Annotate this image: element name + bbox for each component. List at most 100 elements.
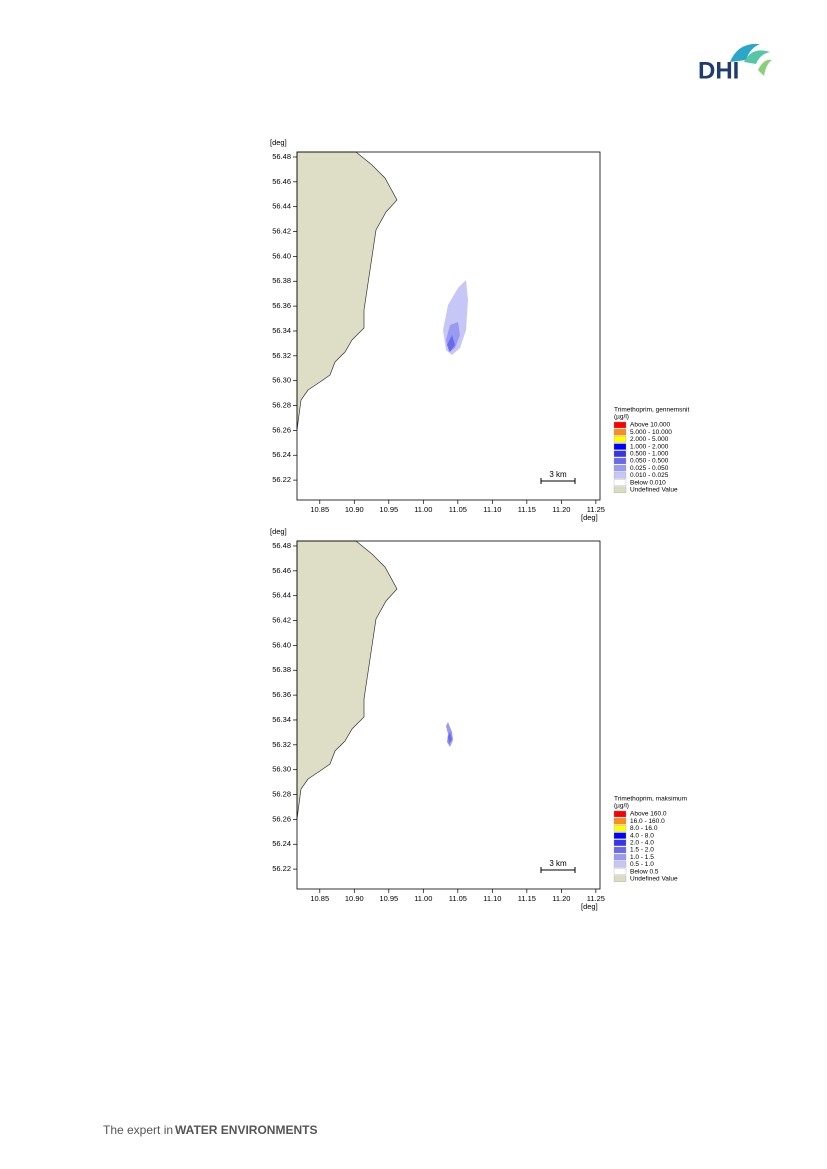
x-tick-label: 11.05 xyxy=(449,505,467,514)
y-tick-label: 56.48 xyxy=(272,152,291,161)
coastline xyxy=(296,540,398,820)
y-tick-label: 56.22 xyxy=(272,864,291,873)
legend-swatch xyxy=(613,450,627,457)
x-tick-label: 11.05 xyxy=(449,894,467,903)
x-axis-unit: [deg] xyxy=(581,902,598,911)
y-tick-label: 56.24 xyxy=(272,450,291,459)
legend-unit: (µg/l) xyxy=(614,414,629,421)
plume xyxy=(447,335,455,352)
legend-swatch xyxy=(613,486,627,493)
y-tick-label: 56.26 xyxy=(272,425,291,434)
legend-label: 0.5 - 1.0 xyxy=(630,861,654,868)
x-tick-label: 11.15 xyxy=(518,894,536,903)
plume xyxy=(448,732,452,744)
map-content xyxy=(296,151,468,431)
legend-label: 16.0 - 160.0 xyxy=(630,818,665,825)
map-content xyxy=(296,540,453,820)
y-tick-label: 56.46 xyxy=(272,177,291,186)
x-tick-label: 11.00 xyxy=(414,894,432,903)
y-tick-label: 56.22 xyxy=(272,475,291,484)
x-tick-label: 11.10 xyxy=(483,505,501,514)
legend-label: Below 0.010 xyxy=(630,479,666,486)
legend-title: Trimethoprim, gennemsnit xyxy=(614,407,689,414)
y-tick-label: 56.28 xyxy=(272,790,291,799)
legend-swatch xyxy=(613,457,627,465)
legend-label: Undefined Value xyxy=(630,876,678,883)
x-tick-label: 10.85 xyxy=(310,894,329,903)
legend-swatch xyxy=(613,854,627,861)
legend-label: 1.000 - 2.000 xyxy=(630,443,669,450)
legend-swatch xyxy=(613,839,627,846)
legend-swatch xyxy=(613,472,627,479)
y-tick-label: 56.38 xyxy=(272,276,291,285)
legend-swatch xyxy=(613,443,627,450)
logo-wave xyxy=(744,50,770,64)
legend-swatch xyxy=(613,810,627,818)
legend-label: 2.000 - 5.000 xyxy=(630,436,669,443)
legend-swatch xyxy=(613,421,627,429)
x-tick-label: 10.90 xyxy=(345,505,364,514)
y-axis-unit: [deg] xyxy=(270,138,287,147)
x-tick-label: 11.20 xyxy=(552,894,570,903)
x-tick-label: 11.25 xyxy=(587,894,605,903)
y-tick-label: 56.26 xyxy=(272,814,291,823)
y-tick-label: 56.36 xyxy=(272,690,291,699)
y-tick-label: 56.30 xyxy=(272,376,291,385)
x-tick-label: 11.00 xyxy=(414,505,432,514)
x-tick-label: 11.10 xyxy=(483,894,501,903)
legend-swatch xyxy=(613,868,627,875)
legend-swatch xyxy=(613,825,627,832)
legend-swatch xyxy=(613,861,627,868)
coastline xyxy=(296,151,398,431)
legend-label: 4.0 - 8.0 xyxy=(630,832,654,839)
logo-wave xyxy=(758,59,772,76)
y-tick-label: 56.46 xyxy=(272,566,291,575)
legend-swatch xyxy=(613,479,627,486)
x-tick-label: 11.20 xyxy=(552,505,570,514)
legend-title: Trimethoprim, maksimum xyxy=(614,796,687,803)
y-tick-label: 56.32 xyxy=(272,351,291,360)
legend-label: Above 160.0 xyxy=(630,811,667,818)
x-tick-label: 10.95 xyxy=(379,894,398,903)
legend-label: 1.5 - 2.0 xyxy=(630,847,654,854)
y-tick-label: 56.30 xyxy=(272,765,291,774)
legend-swatch xyxy=(613,875,627,882)
x-tick-label: 11.15 xyxy=(518,505,536,514)
logo: DHI xyxy=(698,43,772,84)
y-tick-label: 56.24 xyxy=(272,839,291,848)
x-tick-label: 10.85 xyxy=(310,505,329,514)
logo-wave xyxy=(730,43,760,62)
legend-label: 0.050 - 0.500 xyxy=(630,458,669,465)
y-tick-label: 56.28 xyxy=(272,401,291,410)
y-tick-label: 56.34 xyxy=(272,715,291,724)
y-tick-label: 56.44 xyxy=(272,202,291,211)
y-tick-label: 56.36 xyxy=(272,301,291,310)
y-tick-label: 56.34 xyxy=(272,326,291,335)
y-tick-label: 56.44 xyxy=(272,591,291,600)
y-tick-label: 56.40 xyxy=(272,251,291,260)
legend-swatch xyxy=(613,436,627,443)
plot-frame xyxy=(296,540,601,890)
y-tick-label: 56.32 xyxy=(272,740,291,749)
y-tick-label: 56.40 xyxy=(272,640,291,649)
footer-tagline: The expert in xyxy=(103,1123,173,1137)
y-tick-label: 56.42 xyxy=(272,616,291,625)
logo-text: DHI xyxy=(698,57,739,84)
legend-unit: (µg/l) xyxy=(614,803,629,810)
legend-label: 1.0 - 1.5 xyxy=(630,854,654,861)
x-axis-unit: [deg] xyxy=(581,513,598,522)
legend-label: Above 10.000 xyxy=(630,422,671,429)
legend-swatch xyxy=(613,832,627,839)
legend-label: 8.0 - 16.0 xyxy=(630,825,658,832)
legend-swatch xyxy=(613,429,627,436)
x-tick-label: 11.25 xyxy=(587,505,605,514)
legend-swatch xyxy=(613,818,627,825)
legend-label: 2.0 - 4.0 xyxy=(630,840,654,847)
legend-label: 0.010 - 0.025 xyxy=(630,472,669,479)
legend-label: Below 0.5 xyxy=(630,868,659,875)
x-tick-label: 10.95 xyxy=(379,505,398,514)
y-tick-label: 56.42 xyxy=(272,227,291,236)
y-axis-unit: [deg] xyxy=(270,527,287,536)
scale-bar-label: 3 km xyxy=(549,859,567,868)
